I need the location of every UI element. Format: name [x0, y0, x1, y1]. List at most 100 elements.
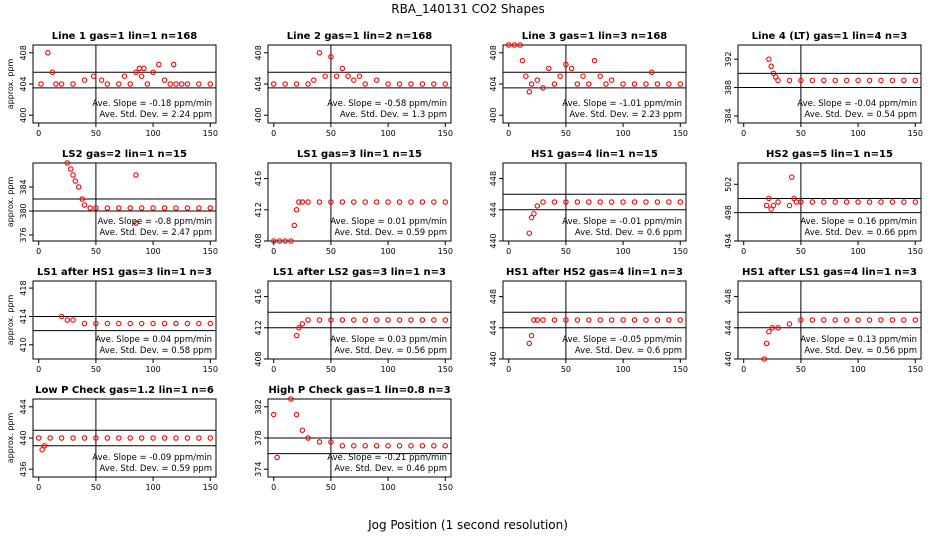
- panel: Low P Check gas=1.2 lin=1 n=6 0 50 100 150 43…: [6, 385, 218, 492]
- y-tick-label: 384: [19, 179, 28, 194]
- data-point: [889, 199, 896, 205]
- data-point: [798, 77, 804, 84]
- data-point: [793, 199, 800, 205]
- y-tick-label: 436: [19, 462, 28, 477]
- data-point: [116, 205, 122, 211]
- data-point: [299, 427, 306, 433]
- data-point: [72, 178, 79, 184]
- data-point: [87, 205, 93, 211]
- data-point: [45, 50, 51, 56]
- data-point: [127, 435, 133, 441]
- data-point: [144, 81, 151, 87]
- data-point: [150, 435, 156, 441]
- stddev-annotation: Ave. Std. Dev. = 0.66 ppm: [804, 228, 917, 238]
- data-point: [786, 77, 793, 84]
- data-point: [832, 77, 838, 84]
- data-point: [889, 317, 896, 323]
- x-tick-label: 50: [91, 483, 101, 492]
- data-point: [81, 77, 88, 83]
- panel-title: Line 3 gas=1 lin=3 n=168: [522, 31, 668, 42]
- data-point: [786, 321, 793, 327]
- panel: Line 2 gas=1 lin=2 n=168 0 50 100 150 400 404 4…: [254, 31, 453, 138]
- data-point: [161, 320, 168, 327]
- data-point: [385, 443, 391, 449]
- data-point: [305, 199, 311, 205]
- data-point: [677, 317, 684, 323]
- stddev-annotation: Ave. Std. Dev. = 0.56 ppm: [804, 346, 917, 356]
- data-point: [167, 81, 174, 87]
- data-point: [586, 317, 592, 323]
- data-point: [912, 317, 919, 323]
- x-tick-label: 150: [203, 365, 218, 374]
- data-point: [574, 317, 581, 323]
- data-point: [408, 199, 414, 205]
- x-tick-label: 100: [850, 365, 865, 374]
- data-point: [540, 317, 546, 323]
- data-point: [141, 65, 147, 72]
- data-point: [766, 56, 772, 62]
- data-point: [631, 317, 638, 323]
- x-tick-label: 100: [380, 129, 395, 138]
- data-point: [79, 196, 85, 202]
- data-point: [419, 317, 426, 323]
- data-point: [133, 172, 139, 178]
- data-point: [93, 320, 99, 327]
- stddev-annotation: Ave. Std. Dev. = 0.59 ppm: [99, 464, 212, 474]
- data-point: [654, 81, 661, 87]
- x-tick-label: 150: [438, 129, 453, 138]
- y-tick-label: 408: [254, 351, 263, 366]
- y-tick-label: 404: [19, 76, 28, 91]
- data-point: [316, 439, 323, 445]
- y-tick-label: 444: [489, 202, 498, 217]
- panel: Line 1 gas=1 lin=1 n=168 0 50 100 150 400 404 4…: [6, 31, 218, 138]
- data-point: [351, 199, 357, 205]
- data-point: [769, 325, 776, 331]
- data-point: [293, 332, 300, 339]
- x-tick-label: 100: [145, 247, 160, 256]
- data-point: [170, 61, 177, 68]
- data-point: [150, 69, 156, 76]
- y-tick-label: 382: [254, 399, 263, 414]
- plot-frame: [267, 280, 452, 360]
- plot-frame: [502, 162, 687, 242]
- y-tick-label: 408: [489, 45, 498, 60]
- y-tick-label: 388: [724, 80, 733, 95]
- data-point: [373, 77, 380, 83]
- y-tick-label: 418: [19, 280, 28, 295]
- data-point: [207, 435, 214, 441]
- figure-xlabel: Jog Position (1 second resolution): [368, 518, 568, 532]
- data-point: [901, 199, 907, 205]
- data-point: [116, 320, 122, 327]
- y-tick-label: 410: [19, 337, 28, 352]
- data-point: [293, 411, 300, 418]
- data-point: [136, 65, 143, 72]
- data-point: [173, 435, 179, 441]
- data-point: [666, 317, 672, 323]
- y-axis-label: approx. ppm: [6, 59, 15, 110]
- data-point: [296, 199, 302, 205]
- panel-title: HS1 after HS2 gas=4 lin=1 n=3: [506, 267, 683, 278]
- stddev-annotation: Ave. Std. Dev. = 0.54 ppm: [804, 110, 917, 120]
- data-point: [70, 172, 76, 178]
- y-axis-label: approx. ppm: [6, 177, 15, 228]
- data-point: [878, 317, 884, 323]
- data-point: [431, 81, 437, 87]
- data-point: [104, 435, 111, 441]
- x-tick-label: 0: [741, 365, 746, 374]
- data-point: [786, 202, 793, 209]
- x-tick-label: 50: [561, 365, 571, 374]
- data-point: [299, 321, 306, 327]
- data-point: [35, 435, 42, 441]
- panel-title: Line 2 gas=1 lin=2 n=168: [287, 31, 433, 42]
- data-point: [150, 320, 156, 327]
- x-tick-label: 100: [850, 247, 865, 256]
- data-point: [291, 222, 298, 229]
- x-tick-label: 150: [908, 247, 923, 256]
- data-point: [184, 435, 191, 441]
- y-tick-label: 404: [254, 76, 263, 91]
- data-point: [631, 199, 638, 205]
- data-point: [196, 81, 202, 87]
- data-point: [288, 238, 294, 244]
- data-point: [274, 454, 280, 461]
- data-point: [821, 317, 827, 323]
